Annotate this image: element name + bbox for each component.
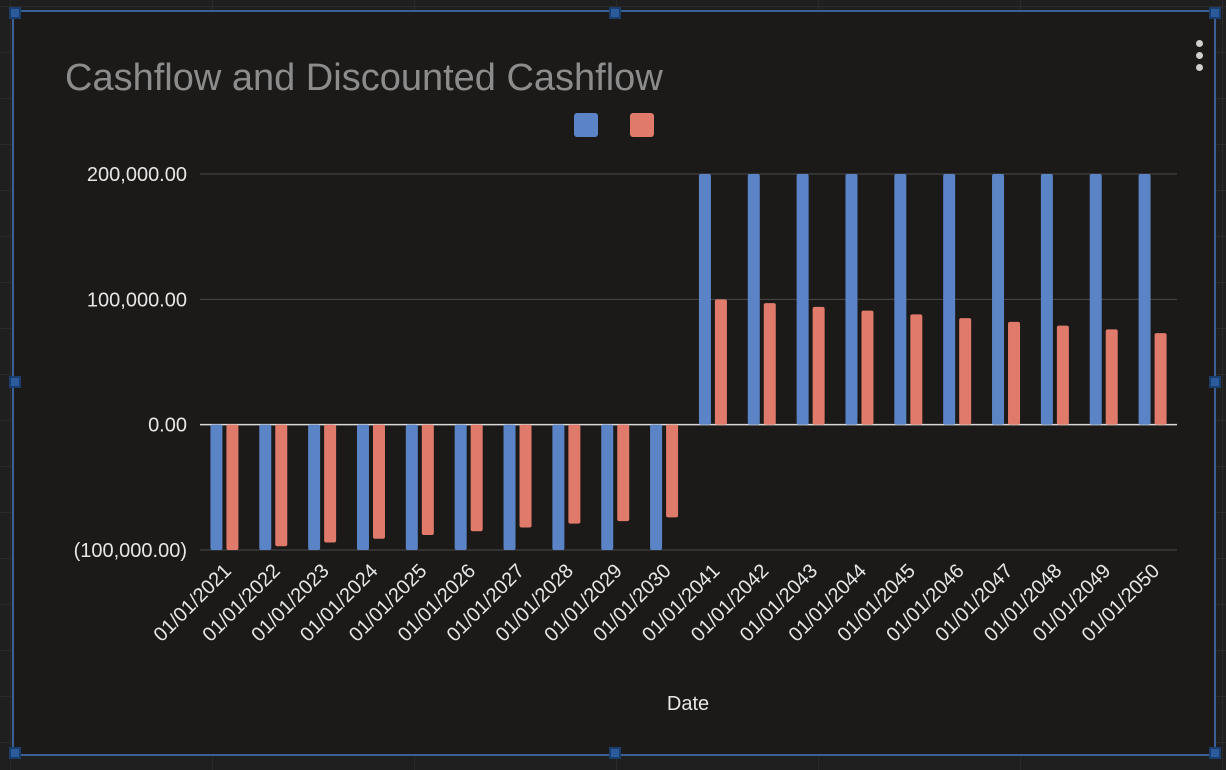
bar-series-2[interactable] — [714, 299, 727, 425]
bar-series-1[interactable] — [698, 174, 711, 425]
bar-series-2[interactable] — [372, 424, 385, 539]
bar-series-2[interactable] — [617, 424, 630, 522]
bar-series-1[interactable] — [650, 424, 663, 550]
x-axis-title: Date — [667, 693, 709, 715]
y-tick-label: 200,000.00 — [87, 164, 187, 186]
bar-series-1[interactable] — [210, 424, 223, 550]
bar-series-1[interactable] — [503, 424, 516, 550]
bar-series-1[interactable] — [894, 174, 907, 425]
bar-series-2[interactable] — [1008, 321, 1021, 425]
bar-series-1[interactable] — [747, 174, 760, 425]
chart-plot: 200,000.00100,000.000.00(100,000.00)01/0… — [74, 113, 1177, 715]
resize-handle-bottom[interactable] — [609, 747, 621, 759]
bar-series-1[interactable] — [1040, 174, 1053, 425]
bar-series-2[interactable] — [226, 424, 239, 550]
bar-series-1[interactable] — [601, 424, 614, 550]
bar-series-1[interactable] — [308, 424, 321, 550]
resize-handle-bottom-left[interactable] — [9, 747, 21, 759]
bar-series-2[interactable] — [666, 424, 679, 518]
bar-series-2[interactable] — [568, 424, 581, 524]
bar-series-1[interactable] — [259, 424, 272, 550]
bar-series-1[interactable] — [552, 424, 565, 550]
bar-series-2[interactable] — [324, 424, 337, 543]
bar-series-2[interactable] — [275, 424, 288, 547]
bar-series-2[interactable] — [861, 310, 874, 425]
bar-series-2[interactable] — [1056, 325, 1069, 425]
more-vert-icon[interactable] — [1191, 38, 1207, 74]
bar-series-2[interactable] — [910, 314, 923, 425]
resize-handle-top-right[interactable] — [1209, 7, 1221, 19]
bar-series-1[interactable] — [845, 174, 858, 425]
y-tick-label: 100,000.00 — [87, 289, 187, 311]
resize-handle-bottom-right[interactable] — [1209, 747, 1221, 759]
bar-series-1[interactable] — [796, 174, 809, 425]
resize-handle-top-left[interactable] — [9, 7, 21, 19]
bar-series-2[interactable] — [1154, 333, 1167, 425]
legend-swatch-2[interactable] — [630, 113, 654, 137]
chart-object[interactable]: Cashflow and Discounted Cashflow 200,000… — [14, 12, 1214, 754]
bar-series-2[interactable] — [1105, 329, 1118, 425]
bar-series-2[interactable] — [470, 424, 483, 532]
resize-handle-left[interactable] — [9, 376, 21, 388]
y-tick-label: 0.00 — [148, 415, 187, 437]
bar-series-1[interactable] — [992, 174, 1005, 425]
bar-series-1[interactable] — [454, 424, 467, 550]
resize-handle-right[interactable] — [1209, 376, 1221, 388]
bar-series-1[interactable] — [405, 424, 418, 550]
bar-series-1[interactable] — [356, 424, 369, 550]
y-tick-label: (100,000.00) — [74, 540, 187, 562]
bar-series-1[interactable] — [1089, 174, 1102, 425]
resize-handle-top[interactable] — [609, 7, 621, 19]
bar-series-2[interactable] — [519, 424, 532, 528]
bar-series-1[interactable] — [1138, 174, 1151, 425]
bar-series-2[interactable] — [812, 306, 825, 425]
bar-series-2[interactable] — [959, 318, 972, 425]
bar-series-1[interactable] — [943, 174, 956, 425]
chart-title: Cashflow and Discounted Cashflow — [65, 57, 663, 99]
bar-series-2[interactable] — [763, 303, 776, 425]
bar-series-2[interactable] — [421, 424, 434, 535]
legend-swatch-1[interactable] — [574, 113, 598, 137]
